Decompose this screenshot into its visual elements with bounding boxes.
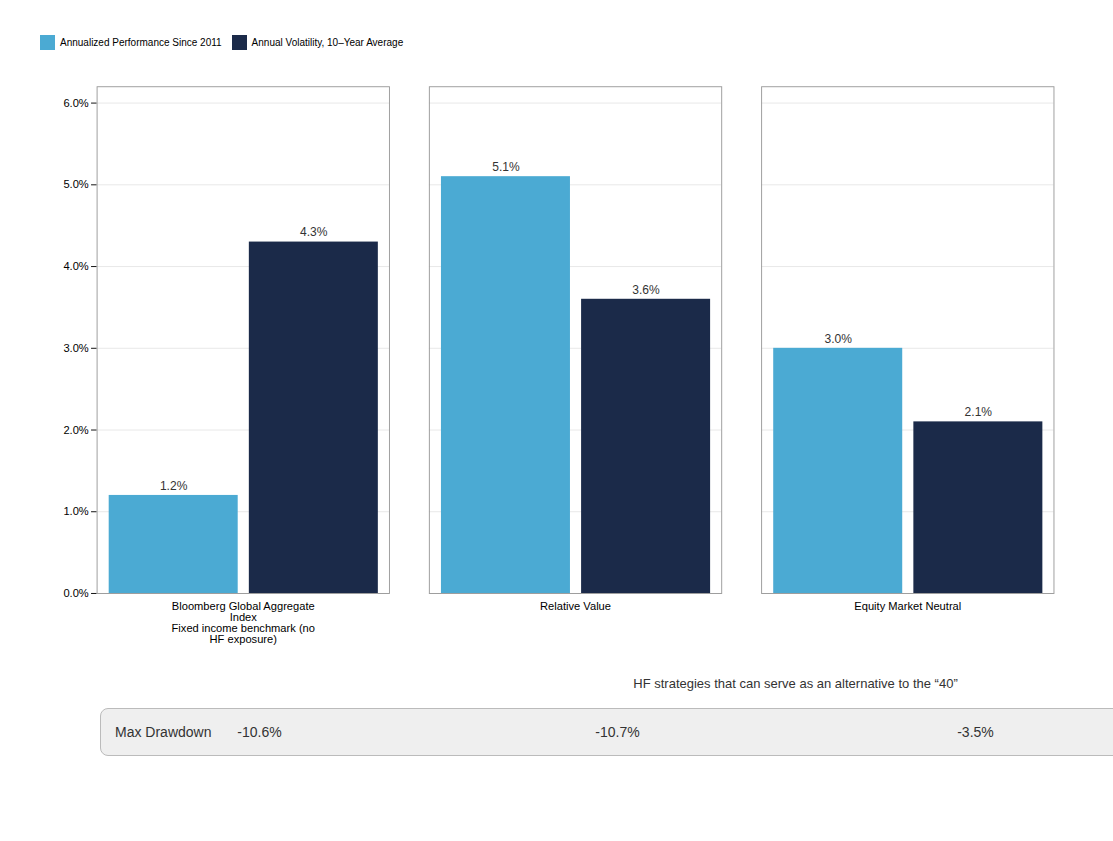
svg-text:3.0%: 3.0% — [824, 332, 852, 346]
html-text:-3.5%: -3.5% — [957, 724, 994, 740]
svg-text:Bloomberg Global AggregateInde: Bloomberg Global AggregateIndexFixed inc… — [172, 600, 315, 645]
svg-text:5.0%: 5.0% — [63, 178, 88, 190]
svg-text:5.1%: 5.1% — [492, 160, 520, 174]
html-text:Max Drawdown: Max Drawdown — [115, 724, 212, 740]
svg-text:4.3%: 4.3% — [300, 225, 328, 239]
html-text:-10.6%: -10.6% — [237, 724, 282, 740]
svg-text:Equity Market Neutral: Equity Market Neutral — [854, 600, 961, 612]
svg-text:2.1%: 2.1% — [965, 405, 993, 419]
svg-text:6.0%: 6.0% — [63, 97, 88, 109]
svg-text:1.0%: 1.0% — [63, 505, 88, 517]
svg-text:3.6%: 3.6% — [632, 283, 660, 297]
svg-text:Relative Value: Relative Value — [540, 600, 611, 612]
svg-text:1.2%: 1.2% — [160, 479, 188, 493]
html-text:HF strategies that can serve a: HF strategies that can serve as an alter… — [633, 676, 958, 691]
svg-text:0.0%: 0.0% — [63, 587, 88, 599]
html-text:Annualized Performance Since 2: Annualized Performance Since 2011 — [60, 37, 222, 48]
html-text:-10.7%: -10.7% — [595, 724, 640, 740]
svg-text:2.0%: 2.0% — [63, 424, 88, 436]
svg-text:3.0%: 3.0% — [63, 342, 88, 354]
svg-text:4.0%: 4.0% — [63, 260, 88, 272]
html-text:Annual Volatility, 10–Year Ave: Annual Volatility, 10–Year Average — [251, 37, 404, 48]
